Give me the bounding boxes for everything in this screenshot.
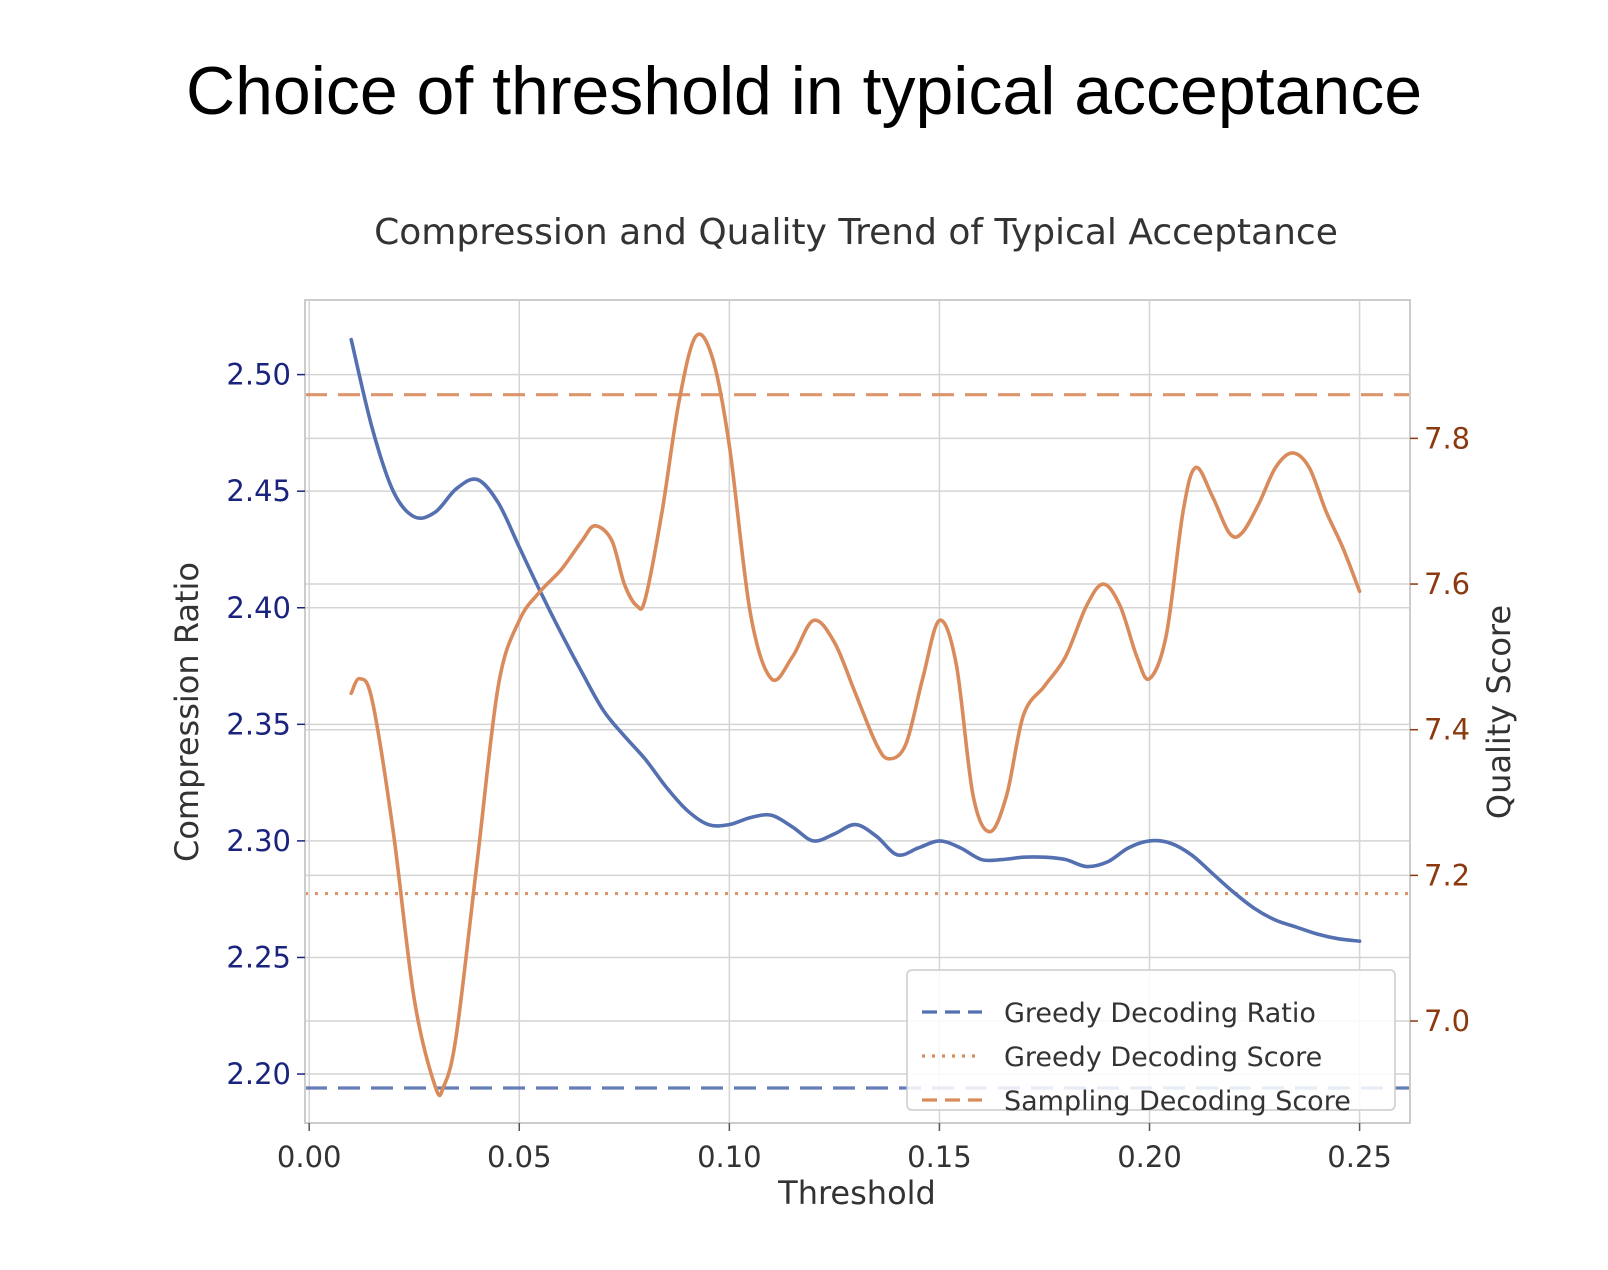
compression-ratio-line bbox=[349, 337, 1362, 943]
y-right-tick-label: 7.8 bbox=[1424, 421, 1470, 455]
y-left-tick-label: 2.25 bbox=[226, 940, 291, 974]
page-title: Choice of threshold in typical acceptanc… bbox=[185, 53, 1423, 129]
legend-label-2: Greedy Decoding Score bbox=[1004, 1042, 1322, 1073]
legend-label-3: Sampling Decoding Score bbox=[1004, 1086, 1351, 1117]
x-tick-label: 0.10 bbox=[697, 1140, 762, 1174]
y-axis-left-label: Compression Ratio bbox=[168, 562, 206, 862]
legend-box bbox=[906, 969, 1396, 1111]
quality-score-line bbox=[349, 332, 1362, 1098]
x-tick-label: 0.05 bbox=[487, 1140, 552, 1174]
y-left-tick-label: 2.45 bbox=[226, 474, 291, 508]
x-tick-label: 0.00 bbox=[277, 1140, 342, 1174]
legend: Greedy Decoding Ratio Greedy Decoding Sco… bbox=[906, 969, 1396, 1117]
x-tick-label: 0.25 bbox=[1327, 1140, 1392, 1174]
y-right-tick-label: 7.6 bbox=[1424, 567, 1470, 601]
x-tick-label: 0.20 bbox=[1117, 1140, 1182, 1174]
y-left-tick-label: 2.20 bbox=[226, 1057, 291, 1091]
y-left-tick-label: 2.40 bbox=[226, 591, 291, 625]
x-tick-label: 0.15 bbox=[907, 1140, 972, 1174]
chart-title: Compression and Quality Trend of Typical… bbox=[374, 212, 1338, 253]
y-right-tick-label: 7.0 bbox=[1424, 1004, 1470, 1038]
plot-frame bbox=[304, 299, 1411, 1124]
y-right-tick-label: 7.4 bbox=[1424, 713, 1470, 747]
y-right-tick-label: 7.2 bbox=[1424, 858, 1470, 892]
x-axis-label: Threshold bbox=[777, 1174, 936, 1212]
y-left-tick-label: 2.30 bbox=[226, 824, 291, 858]
y-left-tick-label: 2.50 bbox=[226, 358, 291, 392]
y-axis-right-label: Quality Score bbox=[1480, 605, 1518, 819]
y-left-tick-label: 2.35 bbox=[226, 707, 291, 741]
legend-label-1: Greedy Decoding Ratio bbox=[1004, 998, 1316, 1029]
